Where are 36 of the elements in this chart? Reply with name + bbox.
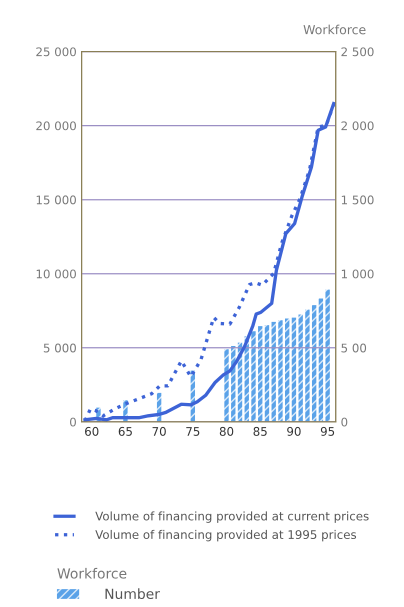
x-tick-label: 80 — [220, 426, 234, 436]
x-tick-label: 65 — [118, 426, 132, 436]
legend-label: Volume of financing provided at 1995 prices — [95, 530, 356, 542]
y2-tick-label: 0 — [341, 418, 348, 427]
y-tick-label: 5 000 — [44, 344, 76, 352]
y2-axis-title: Workforce — [304, 24, 366, 34]
bar — [244, 336, 249, 422]
bar — [298, 314, 303, 422]
y2-tick-label: 2 000 — [341, 121, 374, 130]
bar — [285, 318, 290, 422]
bar — [305, 310, 310, 422]
x-tick-label: 60 — [85, 426, 98, 436]
bar — [231, 346, 236, 422]
y2-tick-label: 5 00 — [341, 344, 366, 352]
legend-label: Number — [106, 588, 160, 600]
bar — [258, 326, 262, 422]
y-tick-label: 0 — [70, 418, 76, 427]
y-tick-label: 15 000 — [36, 195, 76, 204]
y2-tick-label: 1 500 — [342, 195, 374, 204]
x-tick-label: 75 — [186, 427, 200, 436]
legend-label: Volume of financing provided at current prices — [95, 511, 369, 523]
y-tick-label: 25 000 — [36, 47, 76, 56]
x-tick-label: 95 — [320, 426, 334, 436]
y-tick-label: 20 000 — [36, 121, 76, 130]
y-tick-label: 10 000 — [36, 269, 76, 278]
bar — [325, 290, 330, 422]
y2-tick-label: 2 500 — [341, 47, 374, 56]
bar — [292, 318, 296, 422]
x-tick-label: 85 — [254, 426, 267, 436]
x-tick-label: 70 — [152, 426, 166, 436]
y2-tick-label: 1 000 — [342, 269, 374, 278]
bar — [272, 322, 276, 422]
legend-title: Workforce — [57, 568, 126, 579]
bar — [318, 298, 324, 422]
bar — [312, 305, 316, 422]
x-tick-label: 90 — [287, 426, 301, 436]
